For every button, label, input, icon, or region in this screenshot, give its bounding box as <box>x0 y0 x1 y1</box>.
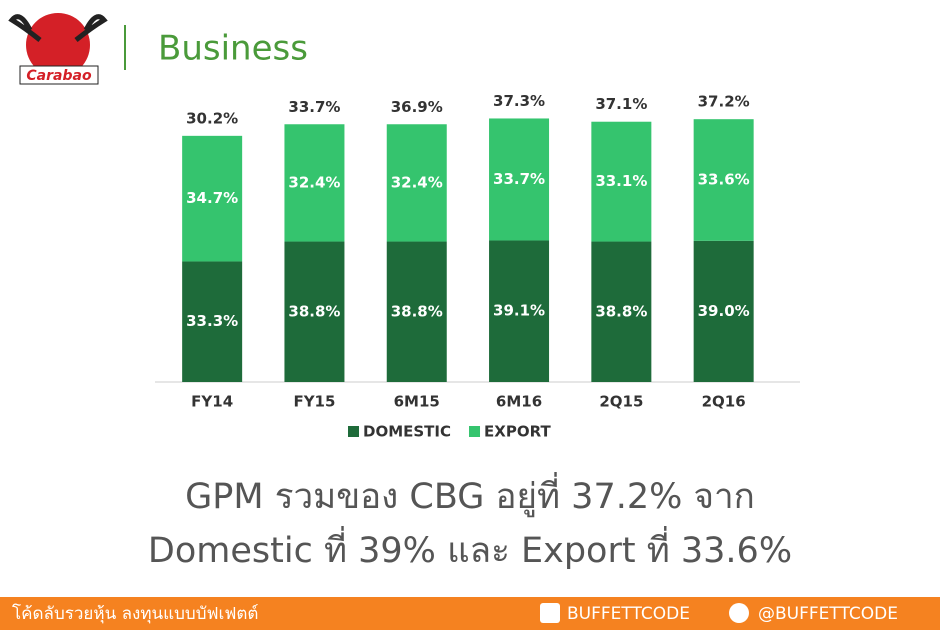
value-label: 38.8% <box>391 302 443 320</box>
value-label: 33.6% <box>698 171 750 189</box>
total-label: 37.1% <box>595 95 647 113</box>
value-label: 39.0% <box>698 302 750 320</box>
x-tick-label: FY14 <box>191 393 233 411</box>
bar-segment <box>182 135 243 262</box>
bar-segment <box>284 124 345 242</box>
total-label: 36.9% <box>391 98 443 116</box>
logo-text: Carabao <box>26 68 92 84</box>
bar-segment <box>386 241 447 382</box>
caption-line: GPM รวมของ CBG อยู่ที่ 37.2% จาก <box>185 472 755 517</box>
logo-horns <box>8 14 108 42</box>
total-label: 37.3% <box>493 92 545 110</box>
footer-slogan: โค้ดลับรวยหุ้น ลงทุนแบบบัฟเฟตต์ <box>12 603 258 624</box>
bar-segment <box>489 240 550 382</box>
bar-segment <box>489 118 550 241</box>
bar-segment <box>386 124 447 242</box>
legend-swatch <box>469 426 481 437</box>
total-label: 37.2% <box>698 93 750 111</box>
x-tick-label: 2Q16 <box>702 393 746 411</box>
bar-segment <box>182 261 243 382</box>
value-label: 33.3% <box>186 312 238 330</box>
total-label: 30.2% <box>186 109 238 127</box>
x-tick-label: 2Q15 <box>599 393 643 411</box>
value-label: 38.8% <box>595 302 647 320</box>
line-icon <box>729 603 749 623</box>
x-tick-label: 6M15 <box>394 393 440 411</box>
footer-bar <box>0 597 940 630</box>
bar-segment <box>284 241 345 382</box>
value-label: 32.4% <box>391 173 443 191</box>
value-label: 39.1% <box>493 302 545 320</box>
value-label: 34.7% <box>186 189 238 207</box>
footer-line: @BUFFETTCODE <box>758 604 898 624</box>
total-label: 33.7% <box>288 98 340 116</box>
logo-circle <box>26 13 90 77</box>
bar-segment <box>591 121 652 242</box>
bar-segment <box>591 241 652 382</box>
bar-segment <box>693 240 754 382</box>
x-tick-label: FY15 <box>293 393 335 411</box>
header-title: Business <box>158 29 308 69</box>
logo-banner <box>19 65 99 85</box>
bar-segment <box>693 119 754 241</box>
caption-line: Domestic ที่ 39% และ Export ที่ 33.6% <box>148 526 792 571</box>
footer-facebook: BUFFETTCODE <box>567 604 690 624</box>
value-label: 32.4% <box>288 173 340 191</box>
legend-label: EXPORT <box>484 423 551 441</box>
value-label: 33.1% <box>595 172 647 190</box>
legend-label: DOMESTIC <box>363 423 451 441</box>
logo: Carabao <box>8 13 108 85</box>
value-label: 38.8% <box>288 302 340 320</box>
value-label: 33.7% <box>493 170 545 188</box>
legend-swatch <box>348 426 359 437</box>
x-tick-label: 6M16 <box>496 393 542 411</box>
facebook-icon <box>540 603 560 623</box>
